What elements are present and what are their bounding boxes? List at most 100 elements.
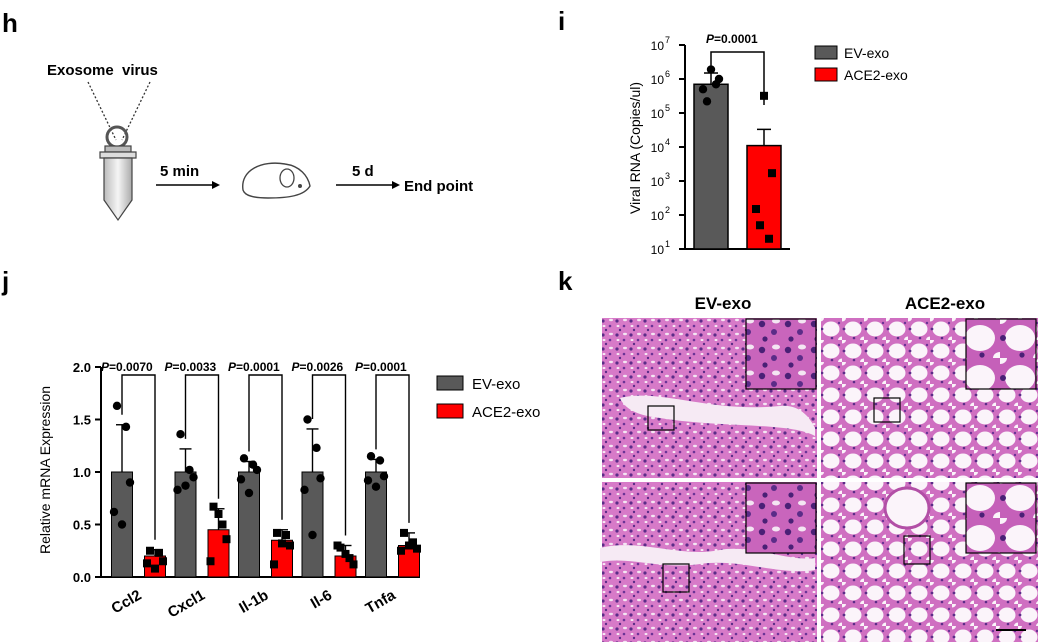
significance-bracket (121, 374, 156, 540)
tube-icon (99, 125, 137, 222)
data-point (222, 535, 231, 544)
p-value-label: P=0.0070 (101, 360, 153, 374)
category-label: Il-6 (308, 587, 335, 613)
data-point (189, 473, 198, 482)
data-point (214, 510, 223, 518)
panel-label-j: j (2, 266, 10, 296)
exosome-label: Exosome (47, 62, 114, 79)
data-point (151, 564, 159, 573)
data-point (711, 80, 721, 89)
p-value-label: P=0.0033 (165, 360, 217, 374)
legend-swatch (814, 67, 838, 82)
y-tick-label: 10 (651, 175, 665, 189)
data-point (282, 531, 290, 539)
data-point (176, 430, 185, 439)
data-point (252, 465, 262, 475)
data-point (371, 482, 381, 491)
p-value-label: P=0.0001 (355, 360, 407, 374)
schematic-diagram: Exosome virus 5 min 5 d End point (47, 62, 473, 222)
data-point (155, 548, 163, 557)
legend-label: EV-exo (472, 376, 520, 393)
data-point (209, 502, 218, 511)
legend-swatch (814, 45, 838, 60)
data-point (752, 205, 760, 214)
y-tick-label: 10 (651, 209, 665, 223)
data-point (702, 97, 712, 106)
y-tick-exponent: 6 (665, 69, 670, 79)
virus-label: virus (122, 62, 158, 79)
y-axis-title: Viral RNA (Copies/ul) (627, 82, 643, 214)
panel-label-h: h (2, 8, 18, 38)
data-point (286, 541, 294, 550)
data-point (300, 485, 309, 495)
histology-ev-exo-top (602, 318, 817, 478)
data-point (341, 549, 350, 558)
data-point (173, 485, 182, 495)
data-point (244, 488, 254, 498)
data-point (405, 541, 413, 550)
category-label: Il-1b (236, 587, 271, 617)
data-point (206, 557, 215, 566)
p-value-label: P=0.0001 (228, 360, 280, 374)
data-point (146, 546, 154, 555)
data-point (345, 554, 354, 563)
legend-label: EV-exo (844, 45, 889, 61)
bar (693, 83, 729, 250)
data-point (756, 221, 764, 230)
data-point (270, 560, 278, 569)
data-point (303, 415, 312, 424)
data-point (400, 528, 408, 537)
data-point (117, 520, 127, 529)
y-tick-label: 10 (651, 243, 665, 257)
data-point (308, 530, 317, 540)
y-tick-label: 1.0 (73, 465, 91, 480)
bar (746, 144, 782, 250)
y-tick-exponent: 2 (665, 205, 670, 215)
histology-col2-title: ACE2-exo (904, 294, 986, 313)
step2-label: 5 d (352, 163, 374, 180)
virus-pointer (121, 81, 151, 141)
y-tick-label: 0.5 (73, 518, 91, 533)
y-tick-label: 2.0 (73, 360, 91, 375)
data-point (413, 544, 421, 553)
significance-bracket (311, 374, 347, 536)
data-point (181, 481, 190, 490)
category-label: Cxcl1 (165, 587, 208, 622)
panel-label-i: i (558, 6, 566, 36)
data-point (312, 443, 321, 453)
data-point (239, 454, 249, 463)
histology-ace2-exo-bottom (821, 482, 1038, 642)
data-point (333, 541, 342, 550)
data-point (765, 234, 773, 243)
exosome-pointer (87, 81, 117, 141)
significance-bracket (375, 374, 410, 523)
y-tick-label: 10 (651, 107, 665, 121)
data-point (125, 478, 135, 487)
legend-swatch (436, 403, 464, 419)
y-tick-label: 0.0 (73, 570, 91, 585)
y-tick-label: 10 (651, 141, 665, 155)
y-tick-label: 10 (651, 39, 665, 53)
y-tick-exponent: 4 (665, 137, 670, 147)
data-point (379, 472, 389, 481)
y-tick-exponent: 7 (665, 35, 670, 45)
p-value-label: P=0.0026 (292, 360, 344, 374)
histology-ace2-exo-top (821, 318, 1038, 478)
data-point (218, 520, 227, 529)
data-point (236, 475, 246, 484)
y-tick-exponent: 1 (665, 239, 670, 249)
data-point (121, 422, 131, 432)
legend-label: ACE2-exo (844, 67, 908, 83)
mrna-expression-chart: Relative mRNA Expression 0.0 0.5 1.0 1.5 2.0… (37, 360, 540, 622)
significance-bracket (248, 374, 283, 520)
data-point (185, 465, 194, 475)
y-tick-label: 10 (651, 73, 665, 87)
category-label: Tnfa (363, 586, 399, 617)
histology-ev-exo-bottom (600, 482, 817, 642)
mouse-icon (242, 162, 311, 199)
category-label: Ccl2 (109, 587, 145, 618)
y-tick-label: 1.5 (73, 413, 91, 428)
data-point (375, 456, 385, 465)
data-point (109, 507, 119, 517)
y-tick-exponent: 5 (665, 103, 670, 113)
